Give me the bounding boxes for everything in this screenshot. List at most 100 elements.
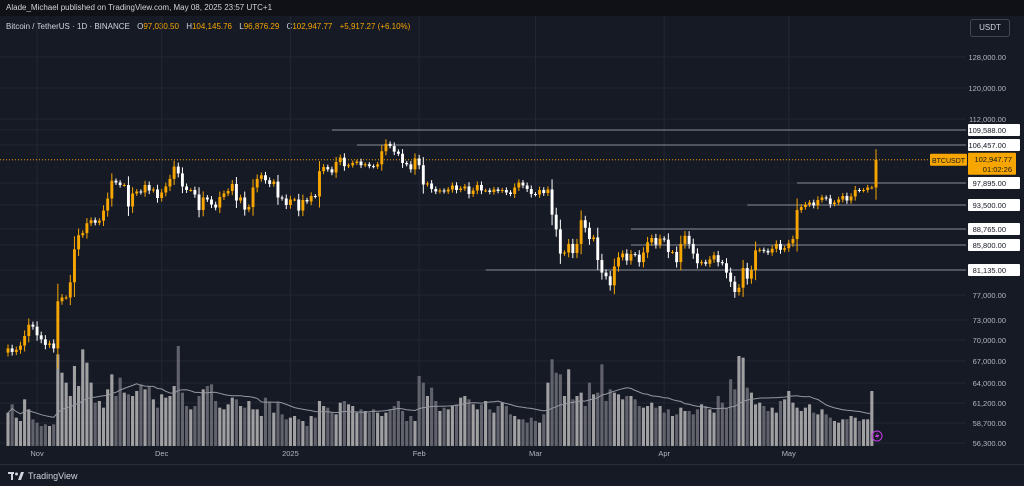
candle — [19, 341, 22, 354]
candle — [268, 177, 272, 188]
volume-bar — [218, 407, 222, 446]
candle-body — [841, 195, 845, 200]
volume-bar — [114, 396, 118, 446]
volume-bar — [185, 406, 189, 446]
volume-bar — [550, 359, 554, 446]
volume-bar — [861, 419, 866, 446]
candle — [779, 239, 782, 254]
candle — [347, 163, 351, 169]
candle-body — [247, 207, 251, 210]
candle-body — [27, 324, 31, 336]
candle — [430, 180, 434, 193]
candle — [874, 149, 878, 200]
candle-body — [234, 183, 238, 201]
candle-body — [272, 181, 276, 184]
volume-bar — [35, 422, 39, 446]
candle — [384, 139, 388, 156]
volume-bar — [151, 399, 155, 446]
volume-bar — [239, 406, 243, 446]
candle — [280, 195, 284, 201]
candle — [106, 192, 110, 217]
currency-button[interactable]: USDT — [970, 19, 1010, 37]
volume-bar — [542, 414, 546, 446]
level-tag-label: 81,135.00 — [973, 266, 1006, 275]
candle-body — [820, 197, 824, 200]
publish-bar: Alade_Michael published on TradingView.c… — [0, 0, 1024, 16]
symbol-title[interactable]: Bitcoin / TetherUS · 1D · BINANCE — [6, 22, 130, 31]
candle-body — [14, 349, 18, 352]
volume-bar — [222, 409, 226, 446]
candle-body — [442, 190, 446, 192]
candle — [326, 164, 330, 172]
volume-bar — [6, 412, 10, 446]
candle — [193, 186, 197, 198]
volume-bar — [305, 426, 309, 446]
candle-body — [218, 196, 222, 208]
ohlc-low-value: 96,876.29 — [243, 22, 280, 31]
candle — [679, 235, 683, 271]
candle-body — [513, 187, 517, 194]
candle-body — [97, 220, 101, 223]
candle-body — [795, 210, 799, 240]
candle-body — [504, 189, 508, 193]
tradingview-brand[interactable]: TradingView — [8, 471, 78, 481]
candle-body — [612, 266, 616, 286]
volume-bar — [853, 417, 857, 446]
volume-bar — [845, 419, 849, 446]
candle-body — [23, 336, 27, 346]
candle — [342, 153, 346, 171]
countdown-label: 01:02:26 — [983, 165, 1012, 174]
volume-bar — [479, 404, 484, 446]
price-tick-label: 61,200.00 — [973, 399, 1006, 408]
volume-bar — [214, 401, 218, 446]
volume-bar — [81, 349, 85, 446]
time-axis[interactable]: Nov Dec 2025 Feb Mar Apr May — [30, 449, 796, 458]
candle-body — [467, 186, 471, 194]
candle — [48, 340, 51, 348]
candle — [139, 189, 143, 195]
candle-body — [39, 335, 43, 340]
candle-body — [774, 243, 778, 249]
volume-bar — [708, 409, 712, 446]
price-axis[interactable]: 128,000.00 120,000.00 112,000.00 77,000.00 7… — [968, 53, 1006, 448]
volume-bar — [263, 397, 268, 446]
candle — [305, 197, 309, 204]
volume-ma-line — [7, 383, 872, 418]
price-tick-label: 73,000.00 — [973, 316, 1006, 325]
volume-bar — [700, 404, 704, 446]
candle — [176, 162, 180, 178]
candle-body — [791, 239, 795, 244]
price-chart[interactable]: 128,000.00 120,000.00 112,000.00 77,000.00 7… — [0, 0, 1024, 465]
volume-bar — [247, 401, 251, 446]
candle — [471, 187, 475, 197]
volume-bar — [513, 416, 517, 446]
candle — [210, 195, 213, 209]
candle-body — [380, 151, 384, 165]
candle — [587, 222, 591, 245]
candle-body — [259, 175, 263, 179]
candle-body — [446, 189, 450, 192]
candle-body — [712, 255, 716, 260]
price-tag — [968, 152, 1016, 175]
candle-body — [592, 237, 596, 240]
candle-body — [762, 249, 766, 251]
volume-bar — [64, 382, 68, 446]
candle-body — [563, 252, 566, 254]
volume-bar — [93, 402, 97, 446]
candle-body — [164, 186, 168, 193]
ohlc-open-key: O — [137, 22, 144, 31]
candles — [6, 139, 878, 369]
time-tick-label: Dec — [155, 449, 169, 458]
candle — [160, 188, 164, 202]
candle-body — [330, 169, 334, 173]
volume-bar — [243, 407, 247, 446]
candle — [222, 190, 226, 200]
candle — [625, 249, 629, 265]
candle — [658, 234, 662, 249]
volume-bar — [803, 407, 807, 446]
volume-bar — [122, 392, 126, 446]
candle — [712, 251, 716, 263]
candle-body — [156, 189, 159, 198]
ohlc-low-key: L — [239, 22, 244, 31]
candle — [180, 167, 184, 194]
